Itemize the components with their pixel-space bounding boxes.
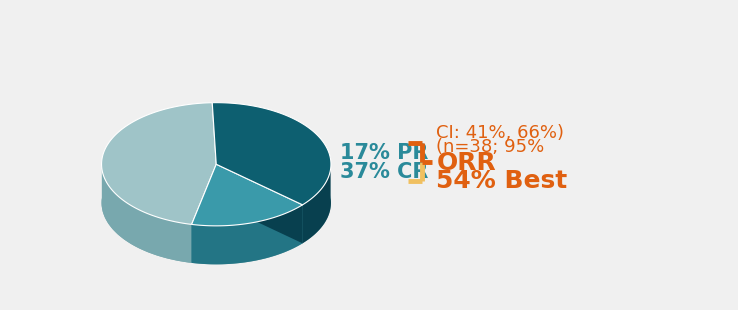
Polygon shape xyxy=(192,164,303,226)
Polygon shape xyxy=(192,164,216,263)
Text: 37% CR: 37% CR xyxy=(340,162,429,182)
Text: 17% PR: 17% PR xyxy=(340,143,429,163)
Text: CI: 41%, 66%): CI: 41%, 66%) xyxy=(436,124,565,143)
Text: ORR: ORR xyxy=(436,151,496,175)
Polygon shape xyxy=(216,164,303,243)
Text: (n=38; 95%: (n=38; 95% xyxy=(436,138,545,156)
Polygon shape xyxy=(102,160,192,263)
Polygon shape xyxy=(213,103,331,205)
Polygon shape xyxy=(192,164,216,263)
Polygon shape xyxy=(216,164,303,243)
Polygon shape xyxy=(102,103,216,224)
Polygon shape xyxy=(192,205,303,264)
Text: 54% Best: 54% Best xyxy=(436,169,568,193)
Polygon shape xyxy=(303,160,331,243)
Ellipse shape xyxy=(102,141,331,264)
